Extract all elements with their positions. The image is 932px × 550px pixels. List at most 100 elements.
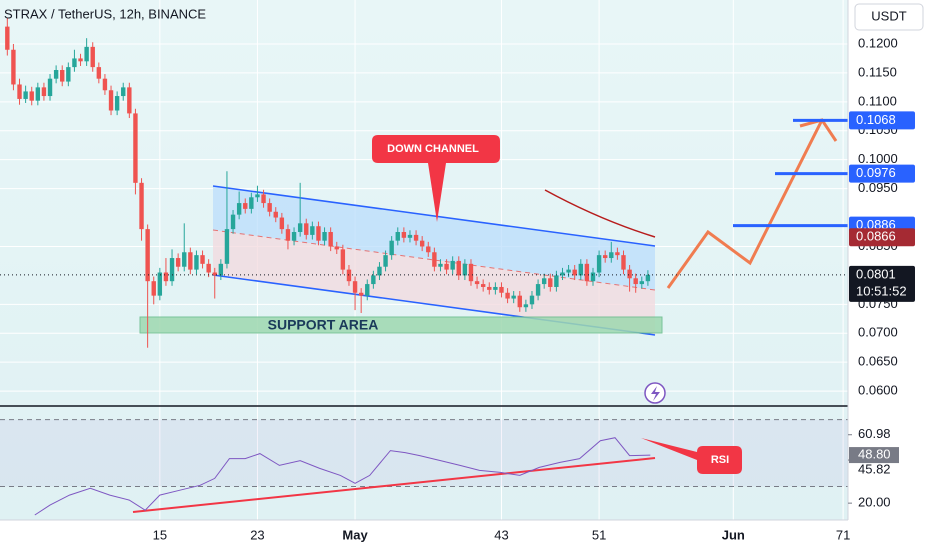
candle-body: [334, 246, 339, 250]
candle-body: [358, 292, 364, 296]
icon-bolt: [651, 386, 660, 401]
candle-body: [419, 240, 425, 247]
candle-body: [383, 255, 388, 267]
candle-body: [304, 223, 309, 235]
candle-body: [11, 49, 16, 85]
candle-body: [621, 255, 626, 270]
candle-body: [609, 252, 614, 259]
candle-body: [584, 263, 590, 282]
candle-body: [480, 284, 486, 287]
candle-body: [541, 278, 547, 285]
projection-arrow: [666, 119, 824, 289]
candle-body: [96, 67, 102, 79]
candle-body: [462, 263, 468, 276]
candle-body: [590, 272, 596, 282]
candle-body: [157, 272, 163, 296]
candle-body: [566, 269, 571, 273]
candle-body: [17, 84, 22, 99]
channel-lower: [213, 230, 655, 335]
candle-body: [108, 90, 114, 111]
candle-body: [365, 284, 370, 296]
candle-body: [90, 46, 95, 68]
x-tick-label: 23: [250, 527, 264, 542]
y-tick-label: 0.0600: [858, 383, 898, 398]
price-tag: [849, 164, 915, 183]
drawings: [132, 118, 838, 513]
candle-body: [78, 58, 83, 62]
y-tick-label: 45.82: [858, 461, 891, 476]
price-tag-label: 0.0976: [856, 165, 896, 180]
support-area: [139, 316, 663, 334]
rsi-tag: [849, 447, 899, 464]
candle-body: [206, 263, 211, 273]
candle-body: [5, 26, 10, 50]
candle-body: [401, 232, 407, 238]
candle-body: [297, 223, 303, 233]
candle-body: [346, 269, 352, 282]
candle-body: [72, 58, 77, 68]
candle-body: [310, 226, 315, 235]
rsi-callout: [641, 438, 742, 474]
candle-body: [493, 286, 498, 290]
y-tick-label: 0.0650: [858, 354, 898, 369]
candle-body: [523, 304, 529, 308]
candle-body: [505, 292, 510, 299]
candle-body: [395, 232, 400, 241]
candle-body: [377, 266, 382, 276]
rsi-trendline: [132, 457, 656, 513]
y-tick-label: 0.0700: [858, 325, 898, 340]
candle-body: [645, 274, 651, 282]
candle-body: [316, 226, 321, 241]
candle-body: [438, 263, 443, 267]
candle-body: [474, 281, 480, 285]
candle-body: [340, 249, 346, 270]
y-tick-label: 48.80: [858, 447, 891, 462]
candle-body: [444, 263, 449, 270]
candle-body: [456, 260, 461, 276]
candle-body: [615, 252, 620, 256]
support-label: SUPPORT AREA: [268, 317, 379, 333]
candle-body: [133, 113, 138, 183]
x-tick-label: 51: [592, 527, 606, 542]
candle-body: [432, 252, 437, 267]
rsi-line: [34, 437, 651, 516]
candle-body: [261, 194, 266, 204]
price-tag-label: 0.1068: [856, 112, 896, 127]
candle-body: [121, 87, 126, 97]
candle-body: [499, 286, 504, 293]
candle-body: [560, 272, 565, 276]
y-tick-label: 20.00: [858, 495, 891, 510]
candle-body: [468, 263, 474, 282]
chart-title: STRAX / TetherUS, 12h, BINANCE: [4, 6, 206, 21]
y-tick-label: 0.1100: [858, 93, 897, 108]
candle-body: [529, 295, 535, 305]
price-tag-label: 0.0801: [856, 266, 896, 281]
x-tick-label: 43: [494, 527, 508, 542]
channel-label: DOWN CHANNEL: [387, 143, 479, 155]
candle-body: [328, 232, 333, 247]
candle-body: [163, 272, 169, 282]
candle-body: [243, 203, 248, 209]
channel-upper: [213, 186, 655, 290]
candle-body: [175, 258, 181, 267]
candle-body: [487, 286, 492, 290]
candle-body: [249, 197, 254, 209]
candle-body: [139, 182, 144, 230]
x-tick-label: 15: [153, 527, 167, 542]
channel-top: [212, 185, 656, 247]
marks: [0, 17, 848, 516]
candle-body: [53, 70, 59, 79]
candle-body: [169, 258, 175, 282]
candle-body: [84, 46, 89, 62]
x-tick-label: Jun: [722, 527, 745, 542]
candle-body: [371, 275, 376, 285]
candle-body: [572, 269, 577, 276]
candle-body: [145, 229, 150, 282]
unit-button[interactable]: [854, 3, 924, 31]
candle-body: [200, 255, 205, 264]
candle-body: [517, 295, 522, 308]
candle-body: [35, 87, 41, 101]
candle-body: [127, 87, 132, 114]
candle-body: [291, 232, 297, 241]
